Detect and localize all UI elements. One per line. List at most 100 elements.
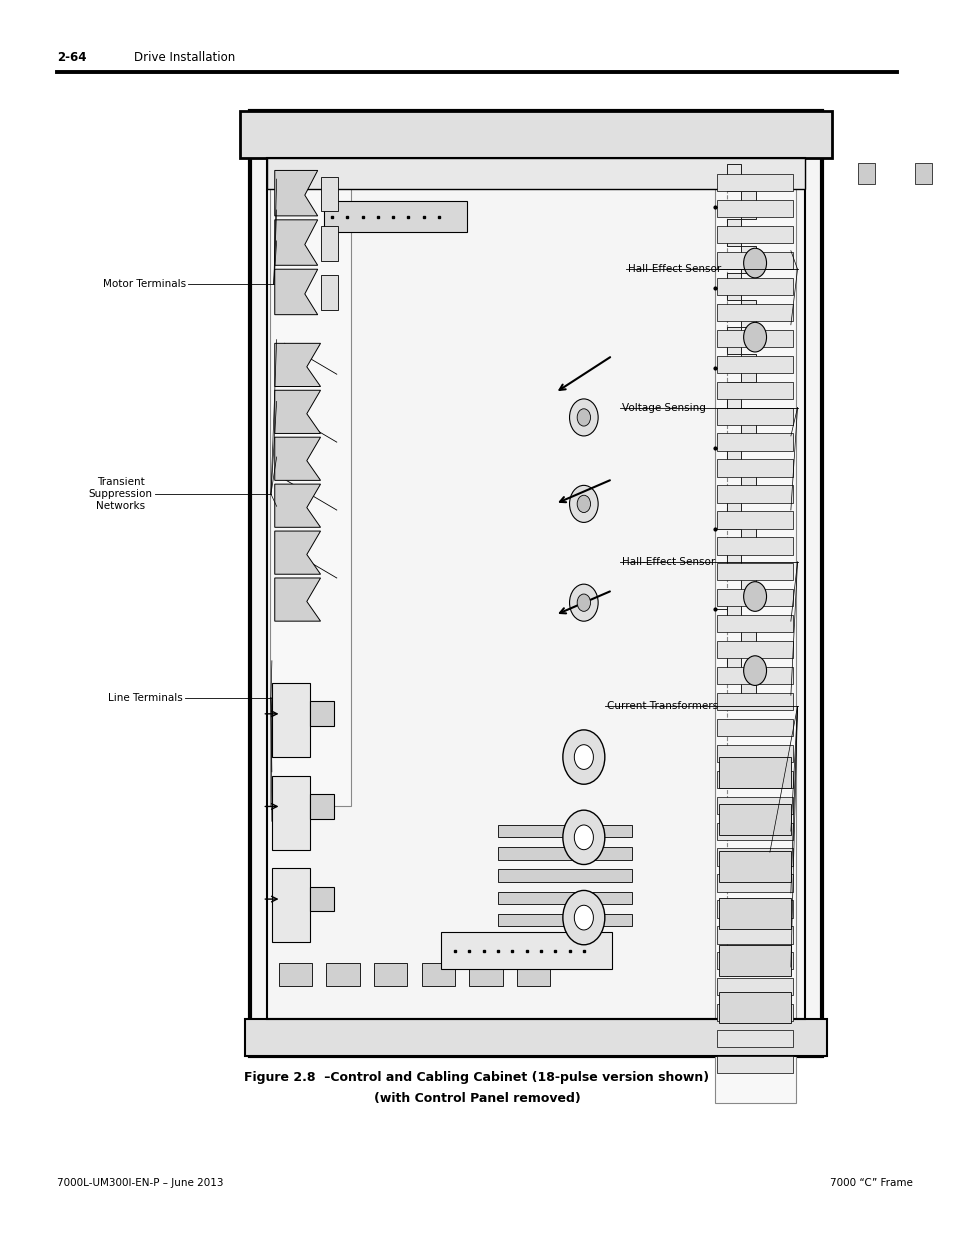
Text: Current Transformers: Current Transformers — [606, 701, 717, 711]
Bar — [517, 963, 550, 986]
Bar — [267, 158, 804, 1019]
Bar — [740, 246, 755, 273]
Bar — [717, 433, 792, 451]
Circle shape — [743, 322, 765, 352]
Circle shape — [562, 890, 604, 945]
Bar — [717, 356, 792, 373]
Polygon shape — [274, 484, 320, 527]
Bar — [717, 511, 792, 529]
Text: Hall-Effect Sensor: Hall-Effect Sensor — [627, 264, 720, 274]
Bar — [717, 848, 792, 866]
Polygon shape — [274, 531, 320, 574]
Bar — [320, 226, 337, 261]
Bar — [272, 683, 310, 757]
Bar — [310, 701, 334, 726]
Bar — [719, 851, 790, 882]
Bar — [421, 963, 455, 986]
Text: Figure 2.8  –Control and Cabling Cabinet (18-pulse version shown): Figure 2.8 –Control and Cabling Cabinet … — [244, 1071, 709, 1084]
Bar — [497, 892, 631, 904]
Bar — [240, 111, 831, 158]
Bar — [717, 615, 792, 632]
Polygon shape — [274, 390, 320, 433]
Bar — [726, 327, 740, 354]
Bar — [717, 304, 792, 321]
Polygon shape — [274, 437, 320, 480]
Polygon shape — [274, 170, 317, 216]
Bar — [857, 163, 874, 184]
Bar — [726, 490, 740, 517]
Bar — [740, 680, 755, 708]
Bar — [740, 626, 755, 653]
Circle shape — [743, 582, 765, 611]
Bar — [914, 163, 931, 184]
Bar — [310, 887, 334, 911]
Bar — [726, 273, 740, 300]
Polygon shape — [274, 220, 317, 266]
Bar — [324, 201, 467, 232]
Circle shape — [574, 745, 593, 769]
Bar — [717, 926, 792, 944]
Bar — [717, 589, 792, 606]
Bar — [326, 963, 359, 986]
Bar — [717, 771, 792, 788]
Bar — [717, 174, 792, 191]
Bar — [740, 354, 755, 382]
Circle shape — [577, 409, 590, 426]
Bar — [726, 219, 740, 246]
Bar — [717, 330, 792, 347]
Bar — [726, 382, 740, 409]
Bar — [270, 164, 351, 806]
Bar — [469, 963, 502, 986]
Polygon shape — [274, 578, 320, 621]
Bar — [717, 252, 792, 269]
Circle shape — [569, 399, 598, 436]
Bar — [440, 932, 612, 969]
Bar — [717, 874, 792, 892]
Bar — [272, 776, 310, 850]
Bar — [278, 963, 312, 986]
Bar — [717, 537, 792, 555]
Bar — [719, 898, 790, 929]
Bar — [497, 914, 631, 926]
Bar — [740, 409, 755, 436]
Polygon shape — [274, 343, 320, 387]
Bar — [719, 804, 790, 835]
Bar — [320, 275, 337, 310]
Bar — [717, 1030, 792, 1047]
Circle shape — [577, 594, 590, 611]
Bar — [726, 599, 740, 626]
Circle shape — [569, 485, 598, 522]
Bar — [740, 572, 755, 599]
Bar — [717, 485, 792, 503]
Bar — [267, 158, 804, 189]
Bar — [717, 745, 792, 762]
Circle shape — [574, 825, 593, 850]
Circle shape — [562, 810, 604, 864]
Text: 7000 “C” Frame: 7000 “C” Frame — [829, 1178, 912, 1188]
Bar — [717, 200, 792, 217]
Bar — [717, 667, 792, 684]
Text: Hall-Effect Sensor: Hall-Effect Sensor — [621, 557, 715, 567]
Bar — [719, 757, 790, 788]
Text: Drive Installation: Drive Installation — [133, 51, 234, 64]
Circle shape — [743, 248, 765, 278]
Bar — [717, 226, 792, 243]
Bar — [245, 1019, 826, 1056]
Bar — [726, 164, 740, 191]
Circle shape — [743, 656, 765, 685]
Bar — [320, 177, 337, 211]
Bar — [497, 825, 631, 837]
Bar — [717, 278, 792, 295]
Text: Transient
Suppression
Networks: Transient Suppression Networks — [89, 478, 152, 510]
Text: Line Terminals: Line Terminals — [109, 693, 183, 703]
Text: Motor Terminals: Motor Terminals — [103, 279, 186, 289]
Polygon shape — [274, 269, 317, 315]
Text: 7000L-UM300I-EN-P – June 2013: 7000L-UM300I-EN-P – June 2013 — [57, 1178, 224, 1188]
Bar — [714, 164, 795, 1103]
Bar — [719, 945, 790, 976]
Bar — [717, 382, 792, 399]
Bar — [717, 563, 792, 580]
Bar — [374, 963, 407, 986]
Bar — [740, 300, 755, 327]
Bar — [717, 823, 792, 840]
